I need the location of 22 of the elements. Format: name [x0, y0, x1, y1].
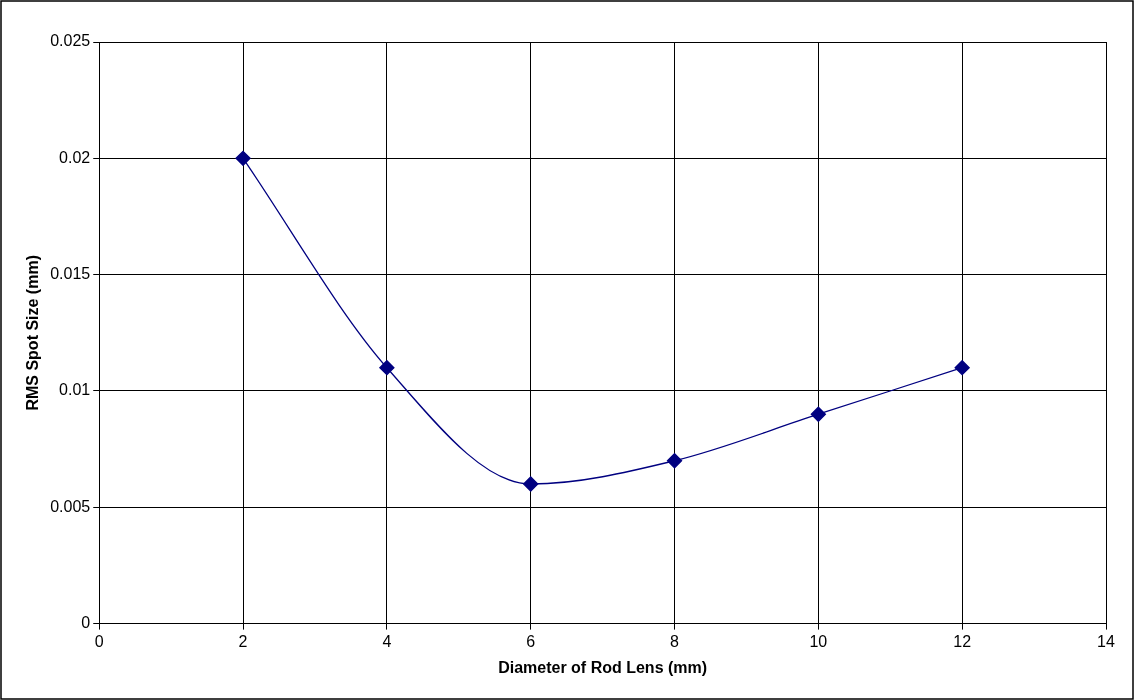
x-tick-label: 10: [809, 632, 828, 650]
point: [954, 360, 970, 376]
x-tick-label: 2: [238, 632, 248, 650]
y-tick-label: 0: [81, 614, 91, 632]
y-tick-label: 0.01: [59, 381, 91, 399]
y-tick-label: 0.02: [59, 148, 91, 166]
x-tick-label: 6: [526, 632, 536, 650]
y-tick-label: 0.025: [50, 32, 91, 50]
x-tick-label: 4: [382, 632, 392, 650]
x-tick-label: 14: [1097, 632, 1115, 650]
x-tick-label: 12: [953, 632, 972, 650]
point: [666, 453, 683, 469]
y-tick-label: 0.015: [50, 265, 91, 283]
point: [235, 150, 251, 166]
y-axis-title: RMS Spot Size (mm): [24, 255, 42, 411]
x-tick-label: 0: [94, 632, 104, 650]
y-tick-label: 0.005: [50, 497, 91, 515]
x-axis-title: Diameter of Rod Lens (mm): [498, 658, 708, 676]
point: [810, 406, 826, 422]
point: [523, 476, 539, 492]
x-tick-label: 8: [670, 632, 680, 650]
point: [379, 360, 395, 376]
